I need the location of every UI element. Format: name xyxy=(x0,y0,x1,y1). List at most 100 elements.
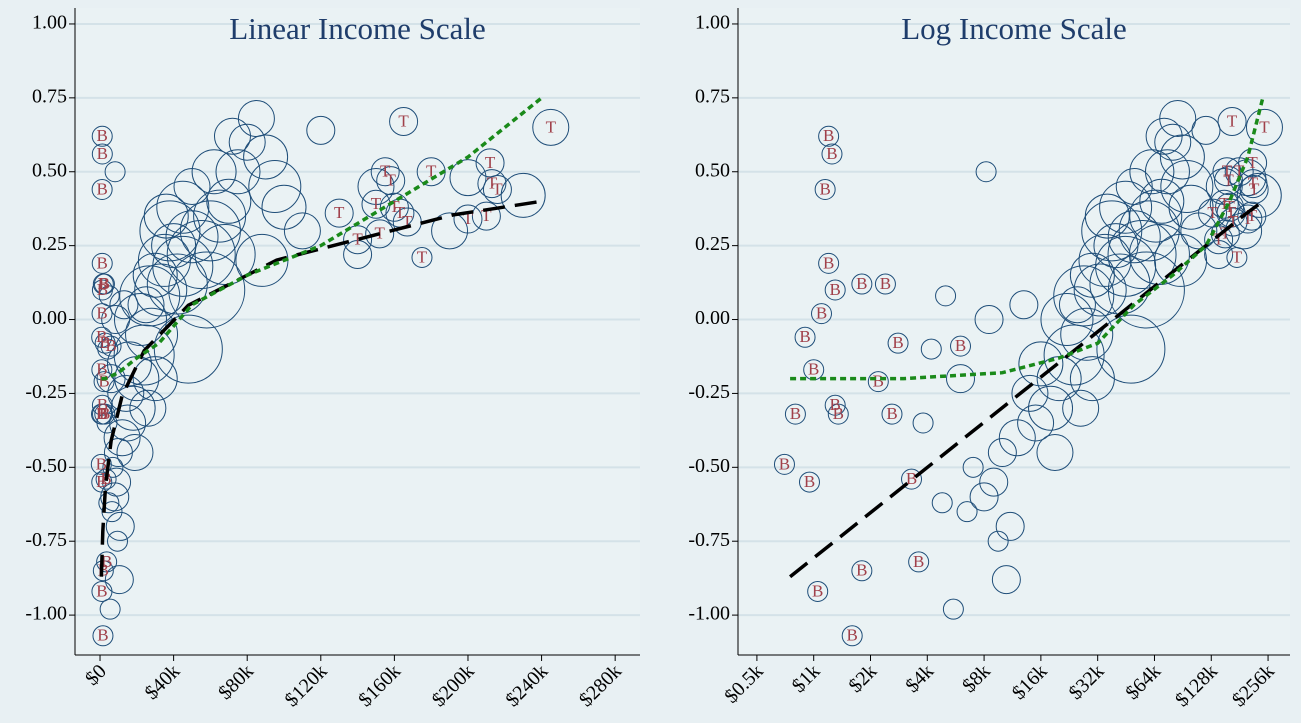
x-tick-label: $2k xyxy=(845,660,882,697)
bubble xyxy=(975,161,997,183)
bubble xyxy=(1107,220,1177,290)
bubble xyxy=(477,169,507,199)
bubble xyxy=(389,106,419,136)
x-tick-label: $256k xyxy=(1228,660,1279,711)
bubble xyxy=(841,625,863,647)
bubble xyxy=(101,305,131,335)
bubble xyxy=(91,252,113,274)
point-label: T xyxy=(380,162,391,181)
bubble xyxy=(215,149,261,195)
fit-line xyxy=(789,199,1264,579)
point-label: T xyxy=(417,247,428,266)
bubble xyxy=(103,419,141,457)
point-label: T xyxy=(395,203,406,222)
bubble xyxy=(94,403,116,425)
point-label: B xyxy=(886,404,897,423)
bubble xyxy=(99,598,121,620)
point-label: T xyxy=(1222,162,1233,181)
point-label: T xyxy=(1219,194,1230,213)
bubble xyxy=(1145,117,1183,155)
bubble xyxy=(139,200,201,262)
point-label: T xyxy=(1226,203,1237,222)
bubble xyxy=(1018,341,1064,387)
point-label: T xyxy=(546,117,557,136)
point-label: T xyxy=(1259,117,1270,136)
bubble xyxy=(1236,172,1282,218)
bubble xyxy=(881,403,903,425)
bubble xyxy=(475,148,505,178)
point-label: B xyxy=(819,179,830,198)
y-tick-label: 0.25 xyxy=(32,233,67,255)
bubble xyxy=(173,168,211,206)
bubble xyxy=(110,385,156,431)
bubble xyxy=(107,374,145,412)
bubble xyxy=(1245,108,1283,146)
bubble xyxy=(105,511,135,541)
y-tick-label: -1.00 xyxy=(25,603,67,625)
bubble xyxy=(127,286,165,324)
point-label: T xyxy=(1234,162,1245,181)
bubble xyxy=(807,580,829,602)
bubble xyxy=(798,471,820,493)
point-label: T xyxy=(1220,224,1231,243)
bubble xyxy=(1154,233,1208,287)
point-label: B xyxy=(880,274,891,293)
bubble xyxy=(91,326,113,348)
bubble xyxy=(91,143,113,165)
bubble xyxy=(1017,404,1055,442)
point-label: T xyxy=(492,179,503,198)
bubble xyxy=(134,263,188,317)
x-tick-label: $160k xyxy=(354,660,405,711)
bubble xyxy=(887,332,909,354)
bubble xyxy=(1028,385,1074,431)
point-label: T xyxy=(1213,230,1224,249)
bubble xyxy=(132,252,178,298)
point-label: T xyxy=(487,173,498,192)
bubble xyxy=(1073,263,1127,317)
point-label: B xyxy=(96,581,107,600)
point-label: B xyxy=(892,333,903,352)
bubble xyxy=(168,251,246,329)
point-label: T xyxy=(1243,209,1254,228)
x-tick-label: $1k xyxy=(788,660,825,697)
x-tick-label: $32k xyxy=(1065,660,1109,704)
point-label: T xyxy=(1247,206,1258,225)
point-label: T xyxy=(1249,179,1260,198)
point-label: B xyxy=(99,404,110,423)
point-label: T xyxy=(1232,247,1243,266)
bubble xyxy=(98,285,120,307)
bubble xyxy=(143,193,189,239)
bubble xyxy=(1209,189,1239,219)
point-label: T xyxy=(374,224,385,243)
point-label: B xyxy=(873,372,884,391)
point-label: B xyxy=(856,561,867,580)
bubble xyxy=(1078,233,1132,287)
point-label: T xyxy=(371,194,382,213)
point-label: B xyxy=(96,327,107,346)
bubble xyxy=(453,204,483,234)
bubble xyxy=(471,201,501,231)
point-label: B xyxy=(790,404,801,423)
point-label: B xyxy=(98,372,109,391)
bubble xyxy=(908,551,930,573)
point-label: B xyxy=(826,144,837,163)
point-label: B xyxy=(808,360,819,379)
bubble xyxy=(1204,225,1234,255)
bubble xyxy=(979,467,1009,497)
bubble xyxy=(1204,240,1234,270)
x-tick-label: $8k xyxy=(958,660,995,697)
point-label: B xyxy=(97,280,108,299)
bubble xyxy=(500,172,546,218)
bubble xyxy=(93,273,115,295)
point-label: T xyxy=(1224,197,1235,216)
bubble xyxy=(1084,193,1130,239)
point-label: B xyxy=(847,626,858,645)
point-label: T xyxy=(1228,212,1239,231)
bubble xyxy=(912,412,934,434)
bubble xyxy=(106,341,152,387)
point-label: T xyxy=(1248,173,1259,192)
y-tick-label: 1.00 xyxy=(32,12,67,34)
y-tick-label: -1.00 xyxy=(688,603,730,625)
bubble xyxy=(1160,160,1214,214)
